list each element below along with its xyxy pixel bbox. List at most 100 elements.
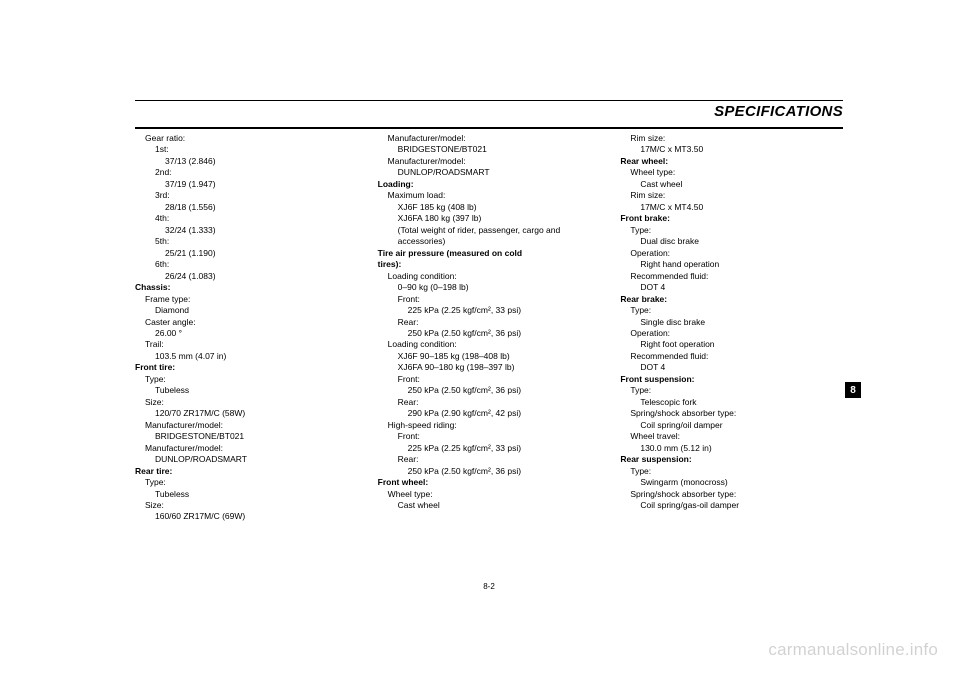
rb-fluid-value: DOT 4 xyxy=(640,362,843,373)
column-1: Gear ratio: 1st: 37/13 (2.846) 2nd: 37/1… xyxy=(135,133,358,523)
section-tab: 8 xyxy=(845,382,861,398)
lc1-front-label: Front: xyxy=(398,294,601,305)
maxload-label: Maximum load: xyxy=(388,190,601,201)
column-3: Rim size: 17M/C x MT3.50 Rear wheel: Whe… xyxy=(620,133,843,523)
gear-2-label: 2nd: xyxy=(155,167,358,178)
page-number: 8-2 xyxy=(483,582,495,591)
ft-mfg1-value: BRIDGESTONE/BT021 xyxy=(155,431,358,442)
page: SPECIFICATIONS Gear ratio: 1st: 37/13 (2… xyxy=(135,100,843,595)
hs-rear-label: Rear: xyxy=(398,454,601,465)
frame-type-value: Diamond xyxy=(155,305,358,316)
lc2-label: Loading condition: xyxy=(388,339,601,350)
gear-ratio-label: Gear ratio: xyxy=(145,133,358,144)
fs-wt-label: Wheel travel: xyxy=(630,431,843,442)
maxload-v1: XJ6F 185 kg (408 lb) xyxy=(398,202,601,213)
fb-type-label: Type: xyxy=(630,225,843,236)
rw-rim-label: Rim size: xyxy=(630,190,843,201)
ft-mfg2-value: DUNLOP/ROADSMART xyxy=(155,454,358,465)
loading-header: Loading: xyxy=(378,179,601,190)
rs-type-label: Type: xyxy=(630,466,843,477)
gear-3-label: 3rd: xyxy=(155,190,358,201)
lc2-v1: XJ6F 90–185 kg (198–408 lb) xyxy=(398,351,601,362)
front-tire-header: Front tire: xyxy=(135,362,358,373)
fs-wt-value: 130.0 mm (5.12 in) xyxy=(640,443,843,454)
rt-mfg2-value: DUNLOP/ROADSMART xyxy=(398,167,601,178)
rear-wheel-header: Rear wheel: xyxy=(620,156,843,167)
maxload-note: (Total weight of rider, passenger, cargo… xyxy=(398,225,601,248)
gear-6-value: 26/24 (1.083) xyxy=(165,271,358,282)
rt-mfg1-value: BRIDGESTONE/BT021 xyxy=(398,144,601,155)
lc1-rear-value: 250 kPa (2.50 kgf/cm², 36 psi) xyxy=(408,328,601,339)
hs-front-value: 225 kPa (2.25 kgf/cm², 33 psi) xyxy=(408,443,601,454)
page-title: SPECIFICATIONS xyxy=(714,103,843,120)
column-2: Manufacturer/model: BRIDGESTONE/BT021 Ma… xyxy=(378,133,601,523)
rw-rim-value: 17M/C x MT4.50 xyxy=(640,202,843,213)
rear-suspension-header: Rear suspension: xyxy=(620,454,843,465)
fs-type-label: Type: xyxy=(630,385,843,396)
gear-5-label: 5th: xyxy=(155,236,358,247)
trail-value: 103.5 mm (4.07 in) xyxy=(155,351,358,362)
caster-label: Caster angle: xyxy=(145,317,358,328)
rb-op-label: Operation: xyxy=(630,328,843,339)
gear-4-label: 4th: xyxy=(155,213,358,224)
ft-mfg1-label: Manufacturer/model: xyxy=(145,420,358,431)
gear-2-value: 37/19 (1.947) xyxy=(165,179,358,190)
rb-fluid-label: Recommended fluid: xyxy=(630,351,843,362)
lc2-front-label: Front: xyxy=(398,374,601,385)
rb-type-value: Single disc brake xyxy=(640,317,843,328)
rt-size-label: Size: xyxy=(145,500,358,511)
gear-1-label: 1st: xyxy=(155,144,358,155)
rw-type-value: Cast wheel xyxy=(640,179,843,190)
fw-type-value: Cast wheel xyxy=(398,500,601,511)
fw-type-label: Wheel type: xyxy=(388,489,601,500)
front-suspension-header: Front suspension: xyxy=(620,374,843,385)
ft-size-label: Size: xyxy=(145,397,358,408)
fb-fluid-label: Recommended fluid: xyxy=(630,271,843,282)
lc1-front-value: 225 kPa (2.25 kgf/cm², 33 psi) xyxy=(408,305,601,316)
header-rule-thick xyxy=(135,127,843,129)
lc2-rear-value: 290 kPa (2.90 kgf/cm², 42 psi) xyxy=(408,408,601,419)
lc2-front-value: 250 kPa (2.50 kgf/cm², 36 psi) xyxy=(408,385,601,396)
fb-op-label: Operation: xyxy=(630,248,843,259)
rs-ss-value: Coil spring/gas-oil damper xyxy=(640,500,843,511)
lc2-rear-label: Rear: xyxy=(398,397,601,408)
fb-fluid-value: DOT 4 xyxy=(640,282,843,293)
rt-mfg1-label: Manufacturer/model: xyxy=(388,133,601,144)
rb-type-label: Type: xyxy=(630,305,843,316)
watermark: carmanualsonline.info xyxy=(768,640,938,660)
frame-type-label: Frame type: xyxy=(145,294,358,305)
rt-type-value: Tubeless xyxy=(155,489,358,500)
ft-size-value: 120/70 ZR17M/C (58W) xyxy=(155,408,358,419)
lc2-v2: XJ6FA 90–180 kg (198–397 lb) xyxy=(398,362,601,373)
fs-type-value: Telescopic fork xyxy=(640,397,843,408)
chassis-header: Chassis: xyxy=(135,282,358,293)
rw-type-label: Wheel type: xyxy=(630,167,843,178)
gear-4-value: 32/24 (1.333) xyxy=(165,225,358,236)
ft-type-label: Type: xyxy=(145,374,358,385)
rear-brake-header: Rear brake: xyxy=(620,294,843,305)
header-rule-thin xyxy=(135,100,843,101)
hs-front-label: Front: xyxy=(398,431,601,442)
rs-type-value: Swingarm (monocross) xyxy=(640,477,843,488)
front-wheel-header: Front wheel: xyxy=(378,477,601,488)
fw-rim-label: Rim size: xyxy=(630,133,843,144)
lc1-rear-label: Rear: xyxy=(398,317,601,328)
caster-value: 26.00 ° xyxy=(155,328,358,339)
gear-5-value: 25/21 (1.190) xyxy=(165,248,358,259)
fs-ss-value: Coil spring/oil damper xyxy=(640,420,843,431)
rear-tire-header: Rear tire: xyxy=(135,466,358,477)
rt-size-value: 160/60 ZR17M/C (69W) xyxy=(155,511,358,522)
tap-header-2: tires): xyxy=(378,259,601,270)
rt-type-label: Type: xyxy=(145,477,358,488)
tap-header-1: Tire air pressure (measured on cold xyxy=(378,248,601,259)
fs-ss-label: Spring/shock absorber type: xyxy=(630,408,843,419)
header: SPECIFICATIONS xyxy=(135,103,843,121)
rb-op-value: Right foot operation xyxy=(640,339,843,350)
columns: Gear ratio: 1st: 37/13 (2.846) 2nd: 37/1… xyxy=(135,133,843,523)
rt-mfg2-label: Manufacturer/model: xyxy=(388,156,601,167)
ft-type-value: Tubeless xyxy=(155,385,358,396)
trail-label: Trail: xyxy=(145,339,358,350)
hs-rear-value: 250 kPa (2.50 kgf/cm², 36 psi) xyxy=(408,466,601,477)
gear-1-value: 37/13 (2.846) xyxy=(165,156,358,167)
gear-6-label: 6th: xyxy=(155,259,358,270)
